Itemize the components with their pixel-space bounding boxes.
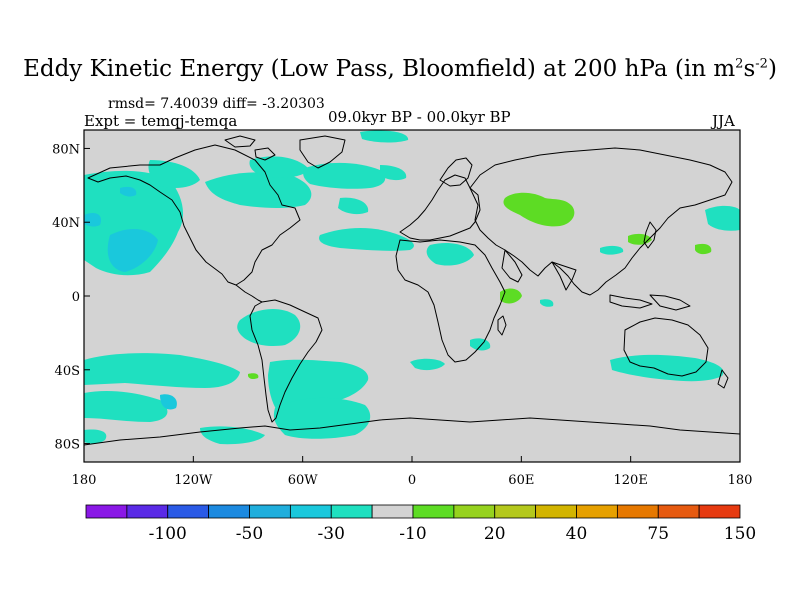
x-tick-label: 120W	[174, 473, 213, 488]
colorbar-label: 40	[566, 524, 588, 544]
colorbar	[85, 504, 741, 519]
colorbar-swatch	[208, 504, 250, 519]
colorbar-label: -10	[399, 524, 426, 544]
colorbar-label: -30	[318, 524, 345, 544]
colorbar-label: 20	[484, 524, 506, 544]
strong-negative-anomaly-regions	[84, 186, 177, 410]
colorbar-swatch	[371, 504, 414, 519]
season-label: JJA	[712, 112, 735, 130]
y-tick-label: 0	[72, 290, 80, 305]
x-tick-label: 0	[408, 473, 416, 488]
colorbar-label: 150	[724, 524, 756, 544]
period-label: 09.0kyr BP - 00.0kyr BP	[328, 108, 511, 126]
y-tick-label: 80N	[52, 142, 80, 157]
y-tick-label: 40N	[52, 216, 80, 231]
colorbar-swatch	[657, 504, 700, 519]
colorbar-swatch	[249, 504, 291, 519]
positive-anomaly-regions	[248, 192, 712, 380]
colorbar-label: 75	[647, 524, 669, 544]
colorbar-swatch	[85, 504, 128, 519]
y-tick-label: 80S	[55, 438, 80, 453]
colorbar-swatch	[126, 504, 169, 519]
x-tick-label: 60W	[288, 473, 319, 488]
x-tick-label: 120E	[614, 473, 648, 488]
map-title: Eddy Kinetic Energy (Low Pass, Bloomfiel…	[23, 56, 777, 82]
x-tick-label: 180	[72, 473, 97, 488]
colorbar-labels: -100 -50 -30 -10 20 40 75 150	[149, 524, 757, 544]
x-tick-label: 60E	[508, 473, 534, 488]
map-background	[84, 130, 740, 462]
colorbar-swatch	[535, 504, 577, 519]
colorbar-label: -50	[236, 524, 263, 544]
y-axis: 80N 40N 0 40S 80S	[52, 142, 90, 453]
colorbar-swatch	[576, 504, 618, 519]
y-tick-label: 40S	[55, 364, 80, 379]
colorbar-swatch	[167, 504, 210, 519]
colorbar-swatch	[616, 504, 659, 519]
colorbar-swatch	[330, 504, 373, 519]
colorbar-swatch	[453, 504, 496, 519]
experiment-label: Expt = temqj-temqa	[84, 112, 238, 130]
colorbar-swatch	[289, 504, 332, 519]
coastlines	[84, 135, 740, 446]
colorbar-label: -100	[149, 524, 187, 544]
colorbar-swatch	[412, 504, 455, 519]
x-tick-label: 180	[728, 473, 753, 488]
colorbar-swatch	[698, 504, 741, 519]
x-axis: 180 120W 60W 0 60E 120E 180	[72, 456, 753, 488]
colorbar-swatch	[494, 504, 537, 519]
stats-text: rmsd= 7.40039 diff= -3.20303	[108, 96, 325, 112]
